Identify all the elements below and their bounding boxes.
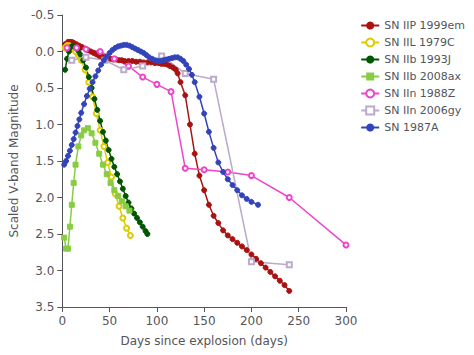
svg-text:0.0: 0.0 xyxy=(35,45,54,59)
svg-text:300: 300 xyxy=(335,314,358,328)
svg-text:SN IIb 1993J: SN IIb 1993J xyxy=(384,53,451,66)
svg-text:50: 50 xyxy=(102,314,117,328)
svg-text:150: 150 xyxy=(193,314,216,328)
svg-text:3.0: 3.0 xyxy=(35,264,54,278)
svg-text:200: 200 xyxy=(240,314,263,328)
svg-text:SN IIP 1999em: SN IIP 1999em xyxy=(384,19,465,32)
svg-text:Scaled V-band Magnitude: Scaled V-band Magnitude xyxy=(7,84,21,237)
svg-text:1.0: 1.0 xyxy=(35,118,54,132)
svg-text:0: 0 xyxy=(58,314,66,328)
svg-text:2.5: 2.5 xyxy=(35,227,54,241)
svg-text:SN IIn 1988Z: SN IIn 1988Z xyxy=(384,87,456,100)
svg-text:3.5: 3.5 xyxy=(35,300,54,314)
svg-text:2.0: 2.0 xyxy=(35,191,54,205)
svg-text:0.5: 0.5 xyxy=(35,81,54,95)
svg-text:1.5: 1.5 xyxy=(35,154,54,168)
svg-text:SN 1987A: SN 1987A xyxy=(384,121,439,134)
svg-text:SN IIL 1979C: SN IIL 1979C xyxy=(384,36,455,49)
svg-text:100: 100 xyxy=(145,314,168,328)
svg-text:SN IIn 2006gy: SN IIn 2006gy xyxy=(384,104,462,117)
svg-text:250: 250 xyxy=(287,314,310,328)
svg-text:SN IIb 2008ax: SN IIb 2008ax xyxy=(384,70,461,83)
svg-text:-0.5: -0.5 xyxy=(31,8,54,22)
svg-text:Days since explosion (days): Days since explosion (days) xyxy=(120,334,287,348)
